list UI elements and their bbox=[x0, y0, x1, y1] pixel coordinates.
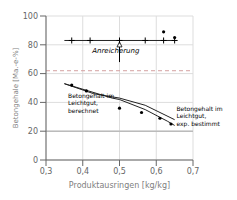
svg-text:60: 60 bbox=[28, 69, 38, 78]
svg-text:0,5: 0,5 bbox=[113, 167, 126, 176]
svg-text:Betongehalt imLeichtgut,exp. b: Betongehalt imLeichtgut,exp. bestimmt bbox=[176, 105, 222, 128]
svg-text:80: 80 bbox=[28, 41, 38, 50]
svg-text:Betongehalt imLeichtgut,berech: Betongehalt imLeichtgut,berechnet bbox=[68, 92, 114, 114]
svg-text:0: 0 bbox=[33, 156, 38, 165]
svg-text:Anreicherung: Anreicherung bbox=[91, 47, 140, 55]
svg-text:Betongehale [Ma.-e-%]: Betongehale [Ma.-e-%] bbox=[12, 47, 20, 128]
svg-text:20: 20 bbox=[28, 127, 38, 136]
svg-text:100: 100 bbox=[23, 12, 38, 21]
svg-text:0,4: 0,4 bbox=[76, 167, 89, 176]
svg-text:0,3: 0,3 bbox=[40, 167, 53, 176]
svg-text:40: 40 bbox=[28, 98, 38, 107]
svg-text:Produktausringen [kg/kg]: Produktausringen [kg/kg] bbox=[69, 181, 170, 190]
svg-text:0,7: 0,7 bbox=[187, 167, 200, 176]
svg-text:0,6: 0,6 bbox=[150, 167, 163, 176]
